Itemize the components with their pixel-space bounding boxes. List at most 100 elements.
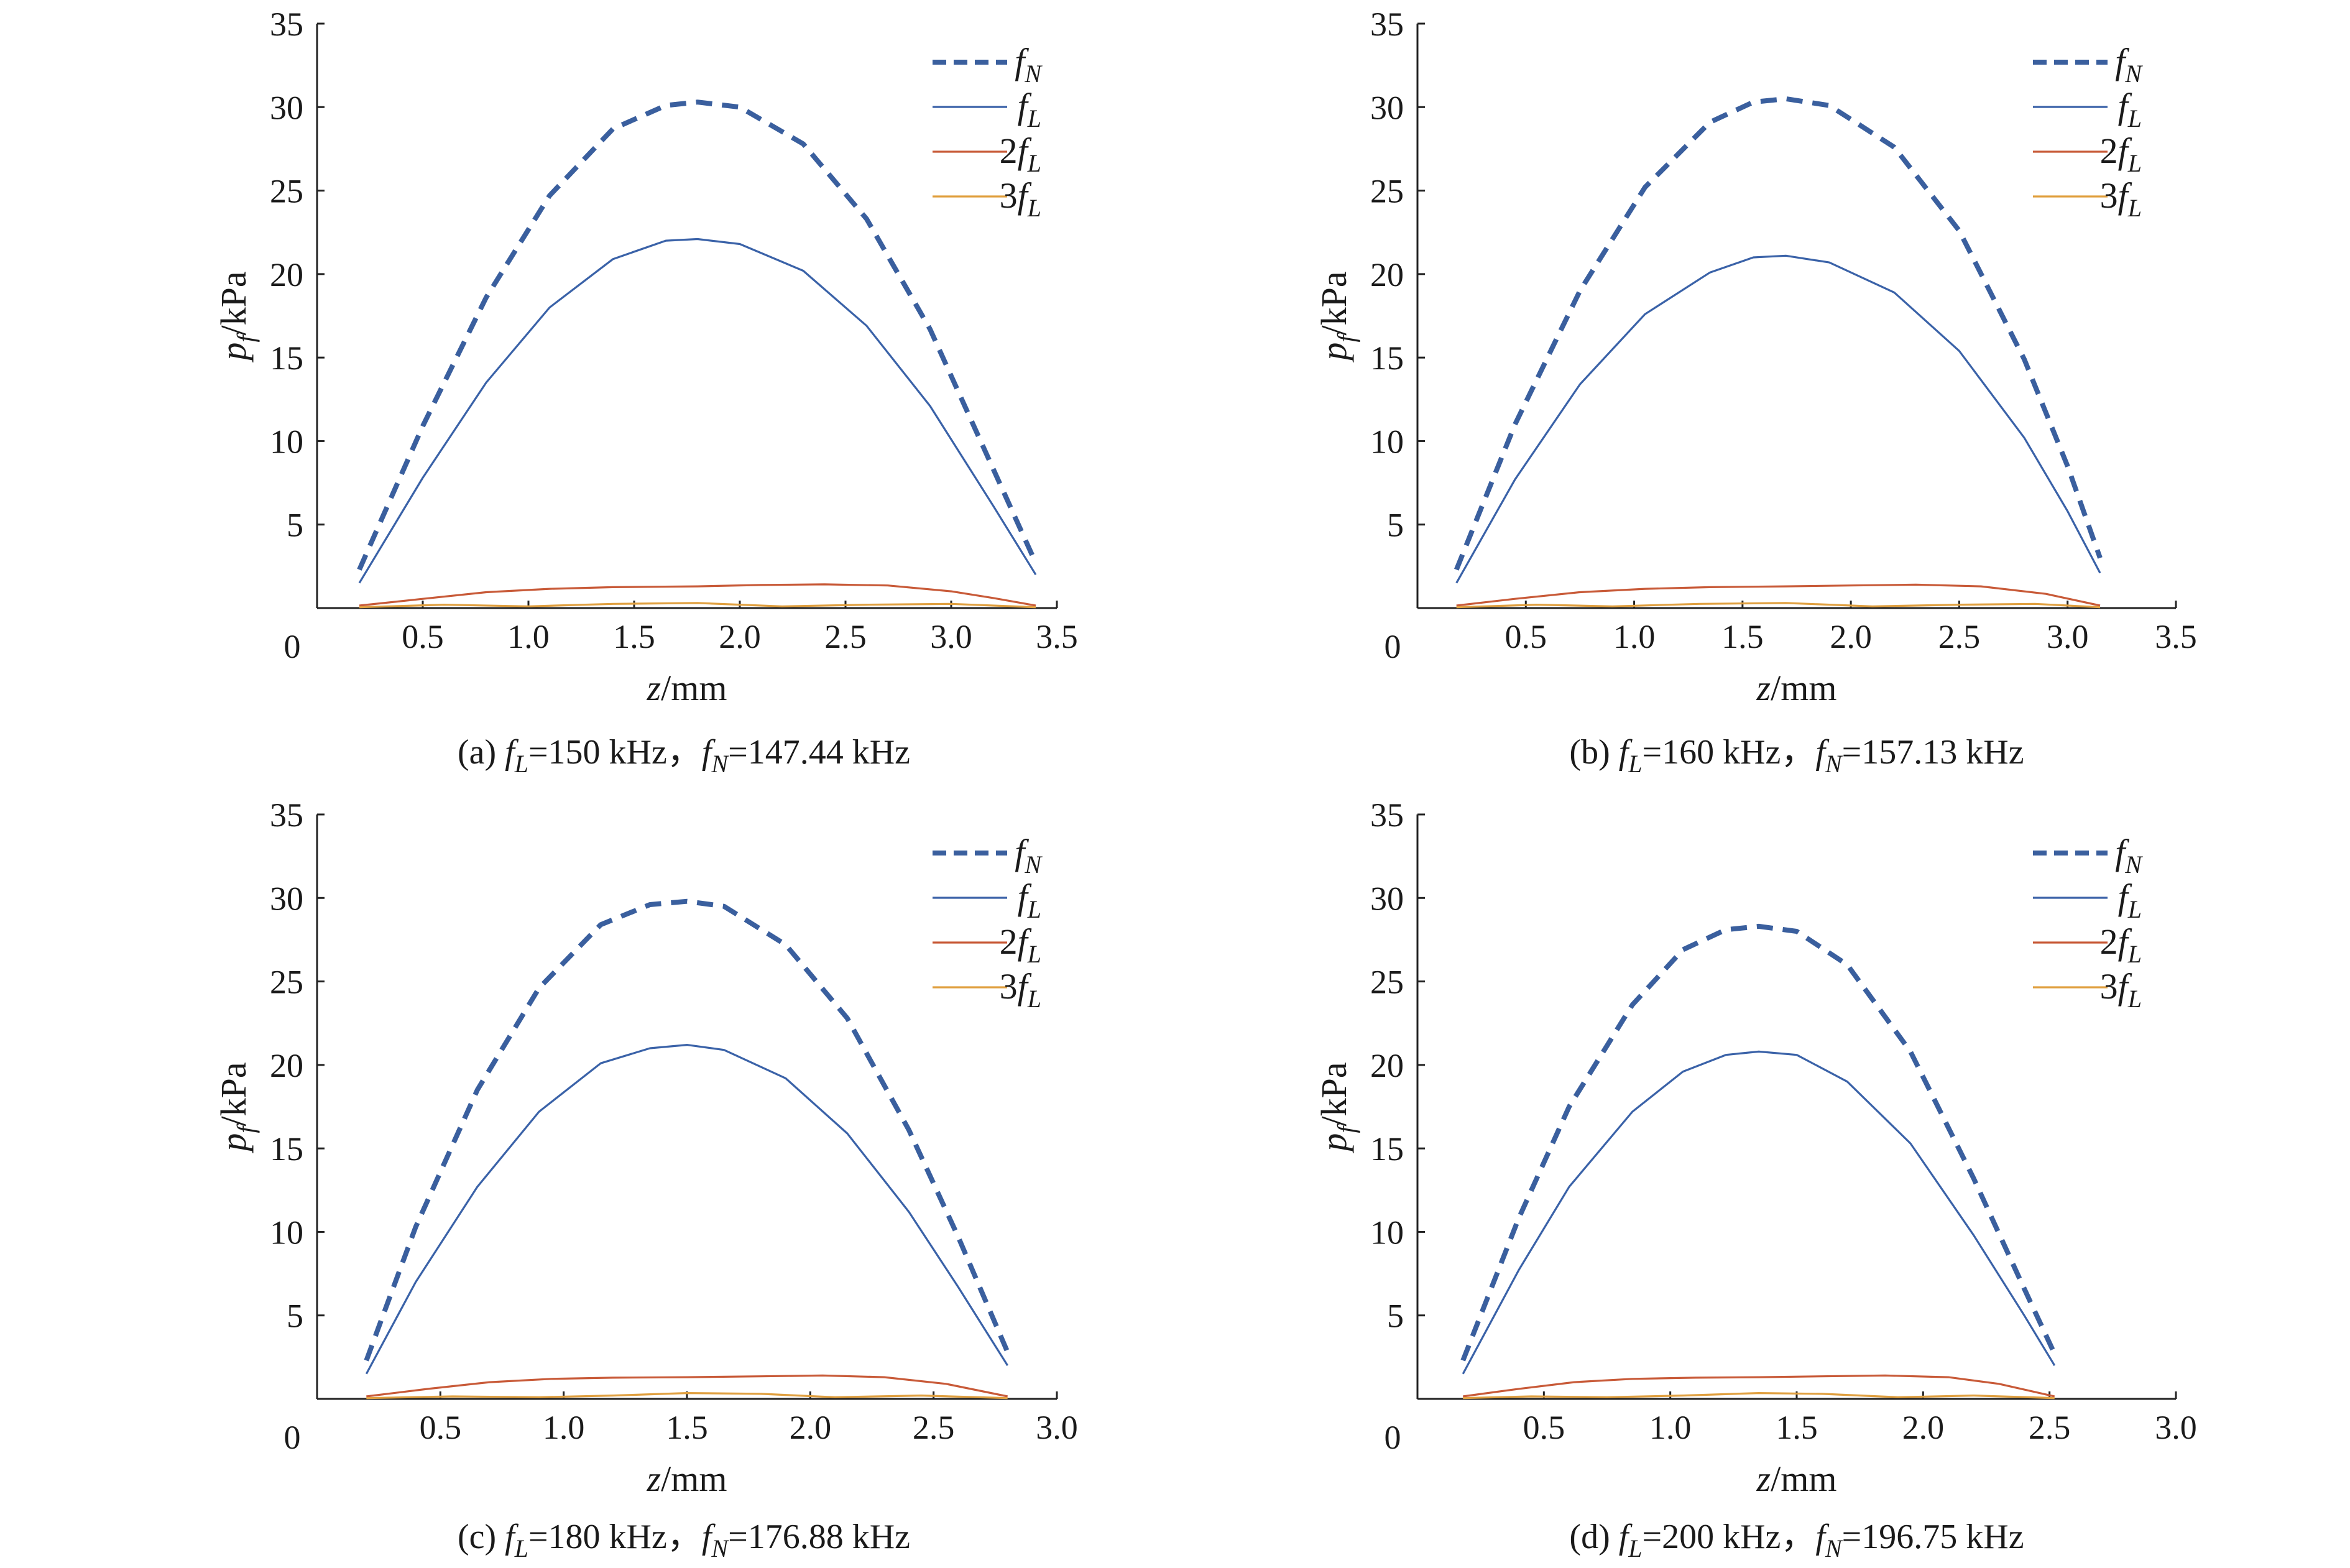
caption-prefix: (c) (458, 1518, 505, 1556)
series-line-f-l (358, 238, 1037, 584)
y-tick-label: 30 (270, 880, 303, 917)
legend-label: fN (2115, 41, 2143, 88)
x-tick-label: 2.5 (913, 1409, 955, 1446)
y-tick-label: 15 (270, 1130, 303, 1168)
chart-caption: (d) fL=200 kHz，fN=196.75 kHz (1569, 1518, 2024, 1562)
x-tick-label: 3.5 (2155, 618, 2197, 655)
series-line-f-n (1454, 96, 2103, 571)
x-tick-label: 1.0 (507, 618, 550, 655)
series-line-2f-l (1456, 583, 2101, 607)
x-tick-label: 3.0 (930, 618, 972, 655)
caption-fl-sub: L (514, 1534, 528, 1562)
caption-prefix: (b) (1569, 733, 1618, 772)
legend-label: fN (1015, 832, 1043, 879)
legend-label: 3fL (1000, 966, 1041, 1013)
series-line-3f-l (1463, 1392, 2055, 1400)
y-tick-label: 15 (270, 339, 303, 377)
caption-fl-value: =200 kHz， (1643, 1518, 1816, 1556)
x-axis-label: z/mm (647, 668, 727, 708)
x-tick-label: 1.5 (613, 618, 655, 655)
x-tick-label: 2.0 (1902, 1409, 1945, 1446)
series-line-f-n (357, 99, 1038, 571)
y-tick-label: 35 (1370, 6, 1404, 43)
x-axis-label: z/mm (1756, 1459, 1837, 1499)
series-line-f-n (1460, 923, 2057, 1362)
origin-label: 0 (284, 1419, 301, 1456)
x-tick-label: 2.5 (2029, 1409, 2071, 1446)
y-tick-label: 20 (1370, 1047, 1404, 1084)
x-tick-label: 2.0 (790, 1409, 832, 1446)
caption-fn-value: =196.75 kHz (1842, 1518, 2024, 1556)
x-tick-label: 1.0 (543, 1409, 585, 1446)
x-label-var: z (1756, 1459, 1771, 1499)
x-tick-label: 2.0 (719, 618, 761, 655)
legend-label: 2fL (2100, 131, 2142, 177)
caption-fl-value: =160 kHz， (1643, 733, 1816, 772)
y-tick-label: 5 (1387, 1298, 1404, 1335)
y-tick-label: 20 (270, 1047, 303, 1084)
x-tick-label: 0.5 (420, 1409, 462, 1446)
x-label-var: z (647, 1459, 661, 1499)
y-axis-label: pf/kPa (1314, 271, 1360, 362)
x-tick-label: 3.0 (2047, 618, 2089, 655)
y-tick-label: 5 (1387, 507, 1404, 544)
y-tick-label: 25 (1370, 173, 1404, 210)
y-tick-label: 25 (270, 964, 303, 1001)
caption-prefix: (d) (1569, 1518, 1618, 1556)
legend-label: fN (1015, 41, 1043, 88)
caption-fl-sub: L (514, 750, 528, 778)
x-label-var: z (647, 668, 661, 708)
series-line-3f-l (366, 1392, 1008, 1400)
x-tick-label: 0.5 (1523, 1409, 1565, 1446)
y-tick-label: 20 (270, 256, 303, 293)
caption-fn-value: =147.44 kHz (728, 733, 910, 772)
x-label-var: z (1756, 668, 1771, 708)
series-line-f-l (1455, 254, 2101, 584)
x-tick-label: 2.5 (824, 618, 867, 655)
caption-fl-sub: L (1628, 750, 1642, 778)
x-tick-label: 2.5 (1938, 618, 1981, 655)
y-tick-label: 5 (287, 1298, 303, 1335)
y-tick-label: 25 (270, 173, 303, 210)
legend-label: fL (1018, 877, 1041, 923)
series-line-3f-l (359, 602, 1036, 609)
y-tick-label: 20 (1370, 256, 1404, 293)
chart-caption: (a) fL=150 kHz，fN=147.44 kHz (458, 733, 910, 778)
series-line-f-n (364, 898, 1010, 1362)
caption-fn-sub: N (711, 750, 729, 778)
x-axis-label: z/mm (647, 1459, 727, 1499)
y-tick-label: 10 (1370, 423, 1404, 460)
x-tick-label: 1.5 (666, 1409, 708, 1446)
caption-fn-sub: N (711, 1534, 729, 1562)
y-tick-label: 10 (270, 1214, 303, 1251)
legend-label: fL (2118, 86, 2142, 132)
y-tick-label: 15 (1370, 1130, 1404, 1168)
y-label-var: p (213, 343, 254, 363)
legend-label: fN (2115, 832, 2143, 879)
chart-panel-b: 5 10 15 20 25 30 35 0 0.5 1.0 1.5 2.0 2.5 3.0 3.5 pf/kP… (1314, 6, 2197, 778)
origin-label: 0 (1385, 1419, 1401, 1456)
y-label-unit: /kPa (213, 271, 254, 335)
series-line-f-l (1462, 1050, 2056, 1375)
y-tick-label: 35 (270, 6, 303, 43)
x-label-unit: /mm (661, 668, 727, 708)
y-tick-label: 35 (270, 796, 303, 834)
y-tick-label: 30 (1370, 89, 1404, 126)
legend-label: 2fL (1000, 921, 1041, 968)
chart-panel-a: 5 10 15 20 25 30 35 0 0.5 1.0 1.5 2.0 2.5 3.0 3.5 pf/kP… (213, 6, 1078, 778)
y-tick-label: 10 (270, 423, 303, 460)
caption-prefix: (a) (458, 733, 505, 772)
y-label-unit: /kPa (213, 1062, 254, 1126)
origin-label: 0 (284, 628, 301, 665)
series-line-3f-l (1456, 602, 2101, 609)
y-tick-label: 30 (1370, 880, 1404, 917)
legend-label: fL (1018, 86, 1041, 132)
y-label-unit: /kPa (1314, 271, 1354, 335)
series-line-2f-l (1462, 1374, 2055, 1398)
y-label-var: p (213, 1133, 254, 1154)
legend-label: 3fL (1000, 175, 1041, 222)
